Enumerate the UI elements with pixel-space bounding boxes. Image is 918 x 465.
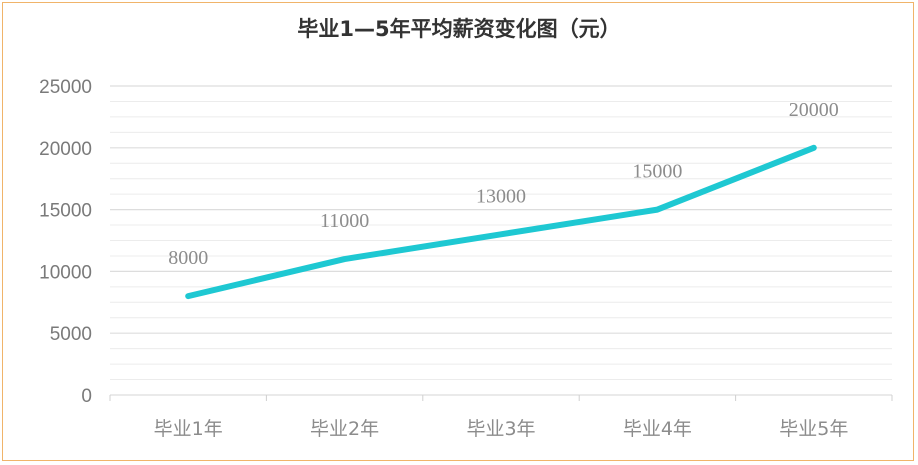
- y-tick-label: 20000: [39, 139, 92, 160]
- x-tick-label: 毕业2年: [310, 418, 379, 440]
- data-label: 13000: [476, 185, 526, 207]
- y-axis-ticks: 0 5000 10000 15000 20000 25000: [39, 77, 92, 407]
- x-tick-label: 毕业4年: [623, 418, 692, 440]
- chart-title: 毕业1—5年平均薪资变化图（元）: [297, 17, 620, 41]
- data-labels: 8000 11000 13000 15000 20000: [168, 99, 839, 269]
- y-tick-label: 25000: [39, 77, 92, 98]
- x-tick-label: 毕业1年: [154, 418, 223, 440]
- data-label: 8000: [168, 247, 208, 269]
- y-tick-label: 5000: [50, 324, 92, 345]
- y-tick-label: 0: [81, 386, 92, 407]
- data-label: 15000: [632, 161, 682, 183]
- series-line: [185, 144, 817, 300]
- series-group: [185, 144, 817, 300]
- x-tick-label: 毕业3年: [466, 418, 535, 440]
- x-tick-label: 毕业5年: [779, 418, 848, 440]
- y-tick-label: 15000: [39, 201, 92, 222]
- data-label: 11000: [320, 210, 369, 232]
- x-axis-ticks: 毕业1年 毕业2年 毕业3年 毕业4年 毕业5年: [154, 418, 849, 440]
- y-tick-label: 10000: [39, 262, 92, 283]
- data-label: 20000: [789, 99, 839, 121]
- gridlines: [109, 85, 893, 401]
